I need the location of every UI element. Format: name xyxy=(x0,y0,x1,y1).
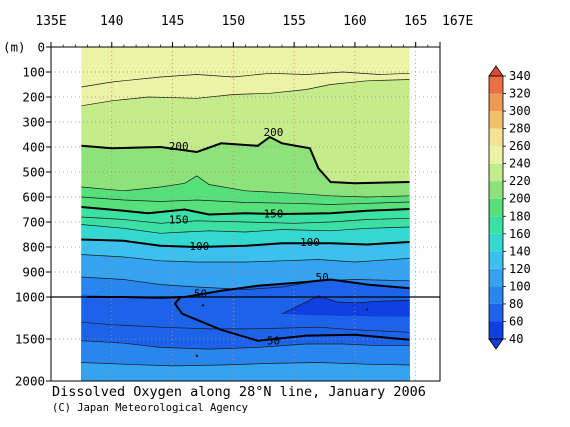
station-mark-layer xyxy=(195,304,369,358)
contour-line-0 xyxy=(81,71,410,88)
axis-layer: 135E 140 145 150 155 160 165 167E 0 100 200 300 400 5… xyxy=(3,14,473,389)
colorbar-label-8: 180 xyxy=(509,209,531,223)
bold-contour-line-2 xyxy=(81,238,410,249)
contour-line-10 xyxy=(81,340,410,350)
station-mark-0 xyxy=(201,304,205,307)
y-tick-label-5: 500 xyxy=(22,165,45,180)
colorbar-bottom-arrow xyxy=(488,338,504,350)
colorbar-label-13: 80 xyxy=(509,297,523,311)
y-unit-label: (m) xyxy=(3,40,26,55)
x-tick-label-4: 155 xyxy=(282,14,305,29)
colorbar-cell-4 xyxy=(489,146,503,164)
contour-label-3: 150 xyxy=(264,207,284,220)
colorbar-label-6: 220 xyxy=(509,174,531,188)
colorbar-label-0: 340 xyxy=(509,69,531,83)
x-tick-label-0: 135E xyxy=(35,14,66,29)
colorbar-label-11: 120 xyxy=(509,262,531,276)
colorbar-label-12: 100 xyxy=(509,279,531,293)
contour-line-1 xyxy=(81,79,410,107)
colorbar-cell-7 xyxy=(489,198,503,217)
y-tick-label-7: 700 xyxy=(22,215,45,230)
y-tick-label-12: 2000 xyxy=(15,374,45,389)
contour-label-6: 50 xyxy=(315,271,328,284)
colorbar-cell-5 xyxy=(489,163,503,182)
contour-line-5 xyxy=(81,224,410,234)
bold-contour-line-0 xyxy=(81,135,410,185)
contour-label-1: 200 xyxy=(264,126,284,139)
x-tick-label-3: 150 xyxy=(222,14,245,29)
x-tick-label-2: 145 xyxy=(161,14,184,29)
colorbar-top-arrow xyxy=(488,65,504,77)
contour-band-10 xyxy=(282,295,410,317)
colorbar-label-15: 40 xyxy=(509,332,523,346)
contour-line-11 xyxy=(81,362,410,367)
y-tick-label-2: 200 xyxy=(22,90,45,105)
colorbar-cell-8 xyxy=(489,216,503,234)
colorbar-label-14: 60 xyxy=(509,314,523,328)
contour-band-13 xyxy=(81,362,410,381)
colorbar-label-1: 320 xyxy=(509,87,531,101)
y-tick-label-4: 400 xyxy=(22,140,45,155)
colorbar-label-4: 260 xyxy=(509,139,531,153)
colorbar-cell-9 xyxy=(489,233,503,252)
contour-line-4 xyxy=(81,216,410,224)
chart-title: Dissolved Oxygen along 28°N line, Januar… xyxy=(52,384,426,400)
y-tick-label-0: 0 xyxy=(37,40,45,55)
y-tick-label-1: 100 xyxy=(22,65,45,80)
bold-contour-line-1 xyxy=(81,206,410,216)
contour-line-3 xyxy=(81,196,410,205)
y-tick-label-8: 800 xyxy=(22,240,45,255)
y-tick-label-11: 1500 xyxy=(15,332,45,347)
x-tick-label-6: 165 xyxy=(404,14,427,29)
station-mark-2 xyxy=(195,354,199,358)
colorbar-label-2: 300 xyxy=(509,104,531,118)
colorbar-label-5: 240 xyxy=(509,157,531,171)
colorbar-cell-1 xyxy=(489,93,503,112)
colorbar-label-9: 160 xyxy=(509,227,531,241)
x-tick-label-1: 140 xyxy=(100,14,123,29)
colorbar-frame xyxy=(488,75,504,340)
y-tick-label-9: 900 xyxy=(22,265,45,280)
y-tick-label-10: 1000 xyxy=(15,290,45,305)
contour-label-2: 150 xyxy=(169,214,189,227)
colorbar-cell-2 xyxy=(489,111,503,129)
colorbar: 340 320 300 280 260 240 220 200 180 160 140 120 100 8… xyxy=(488,65,531,350)
x-tick-label-7: 167E xyxy=(442,14,473,29)
contour-line-7 xyxy=(81,276,410,290)
station-mark-1 xyxy=(365,308,369,311)
colorbar-cell-10 xyxy=(489,251,503,269)
y-tick-label-6: 600 xyxy=(22,190,45,205)
contour-label-4: 100 xyxy=(189,240,209,253)
x-tick-label-5: 160 xyxy=(343,14,366,29)
colorbar-cell-11 xyxy=(489,268,503,287)
colorbar-cell-13 xyxy=(489,303,503,322)
colorbar-cell-6 xyxy=(489,181,503,199)
colorbar-cell-0 xyxy=(489,76,503,94)
colorbar-label-7: 200 xyxy=(509,192,531,206)
contour-label-7: 50 xyxy=(194,287,207,300)
contour-label-8: 50 xyxy=(267,335,280,348)
colorbar-cell-12 xyxy=(489,286,503,304)
bold-contour-line-4 xyxy=(173,297,410,342)
y-tick-label-3: 300 xyxy=(22,115,45,130)
contour-label-5: 100 xyxy=(300,236,320,249)
colorbar-cell-3 xyxy=(489,128,503,147)
colorbar-label-3: 280 xyxy=(509,122,531,136)
contour-line-9 xyxy=(81,321,410,333)
contour-line-6 xyxy=(81,254,410,263)
contour-line-8 xyxy=(281,295,410,315)
chart-credit: (C) Japan Meteorological Agency xyxy=(52,402,248,414)
contour-label-0: 200 xyxy=(169,140,189,153)
colorbar-label-10: 140 xyxy=(509,244,531,258)
colorbar-cell-14 xyxy=(489,321,503,339)
contour-line-2 xyxy=(81,175,410,198)
